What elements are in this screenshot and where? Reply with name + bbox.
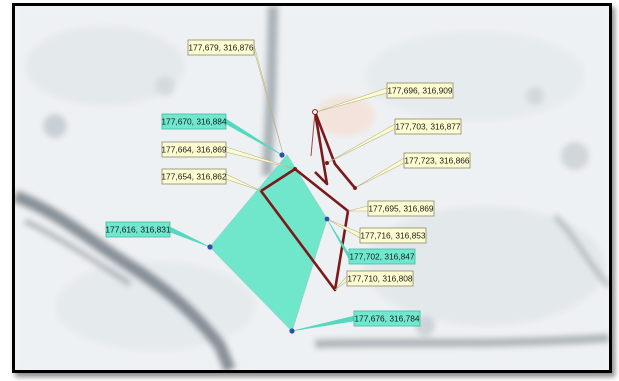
map-canvas[interactable]: 177,679, 316,876 177,696, 316,909 177,670,… — [15, 6, 609, 370]
coordinate-label[interactable]: 177,702, 316,847 — [348, 248, 416, 265]
vertex-marker — [312, 109, 318, 115]
label-box — [346, 270, 414, 287]
label-box — [394, 118, 462, 135]
label-text: 177,723, 316,866 — [404, 156, 470, 166]
vertex-marker — [353, 186, 357, 190]
label-box — [348, 248, 416, 265]
label-box — [105, 221, 171, 238]
vertex-marker — [324, 216, 330, 222]
label-text: 177,696, 316,909 — [387, 86, 453, 96]
label-box — [187, 39, 255, 56]
leader-lines — [169, 44, 405, 332]
coordinate-label[interactable]: 177,676, 316,784 — [353, 310, 421, 327]
vertex-marker — [207, 244, 213, 250]
route-lines-thin — [310, 111, 316, 157]
label-text: 177,664, 316,869 — [161, 145, 227, 155]
coordinate-label[interactable]: 177,703, 316,877 — [394, 118, 462, 135]
label-text: 177,616, 316,831 — [105, 225, 171, 235]
label-text: 177,703, 316,877 — [395, 122, 461, 132]
label-box — [161, 141, 227, 158]
coordinate-labels: 177,679, 316,876 177,696, 316,909 177,670,… — [105, 39, 471, 327]
label-box — [403, 152, 471, 169]
coordinate-label[interactable]: 177,716, 316,853 — [359, 227, 427, 244]
vertex-marker — [293, 167, 297, 171]
label-box — [353, 310, 421, 327]
label-text: 177,702, 316,847 — [349, 252, 415, 262]
label-text: 177,679, 316,876 — [188, 43, 254, 53]
coordinate-label[interactable]: 177,695, 316,869 — [367, 200, 435, 217]
vertex-marker — [289, 328, 295, 334]
label-text: 177,716, 316,853 — [360, 231, 426, 241]
coordinate-label[interactable]: 177,696, 316,909 — [386, 82, 454, 99]
coordinate-label[interactable]: 177,616, 316,831 — [105, 221, 171, 238]
coordinate-label[interactable]: 177,710, 316,808 — [346, 270, 414, 287]
label-text: 177,710, 316,808 — [347, 274, 413, 284]
label-box — [161, 113, 227, 130]
coordinate-label[interactable]: 177,654, 316,862 — [161, 168, 227, 185]
coordinate-label[interactable]: 177,670, 316,884 — [161, 113, 227, 130]
vertex-marker — [325, 161, 329, 165]
label-box — [367, 200, 435, 217]
vertices — [207, 109, 357, 334]
map-frame: 177,679, 316,876 177,696, 316,909 177,670,… — [12, 3, 612, 373]
label-box — [386, 82, 454, 99]
label-box — [161, 168, 227, 185]
coordinate-label[interactable]: 177,679, 316,876 — [187, 39, 255, 56]
label-text: 177,676, 316,784 — [354, 314, 420, 324]
coordinate-label[interactable]: 177,664, 316,869 — [161, 141, 227, 158]
basemap — [15, 6, 609, 370]
label-box — [359, 227, 427, 244]
label-text: 177,695, 316,869 — [368, 204, 434, 214]
label-text: 177,670, 316,884 — [161, 117, 227, 127]
coordinate-label[interactable]: 177,723, 316,866 — [403, 152, 471, 169]
vertex-marker — [279, 152, 285, 158]
label-text: 177,654, 316,862 — [161, 172, 227, 182]
